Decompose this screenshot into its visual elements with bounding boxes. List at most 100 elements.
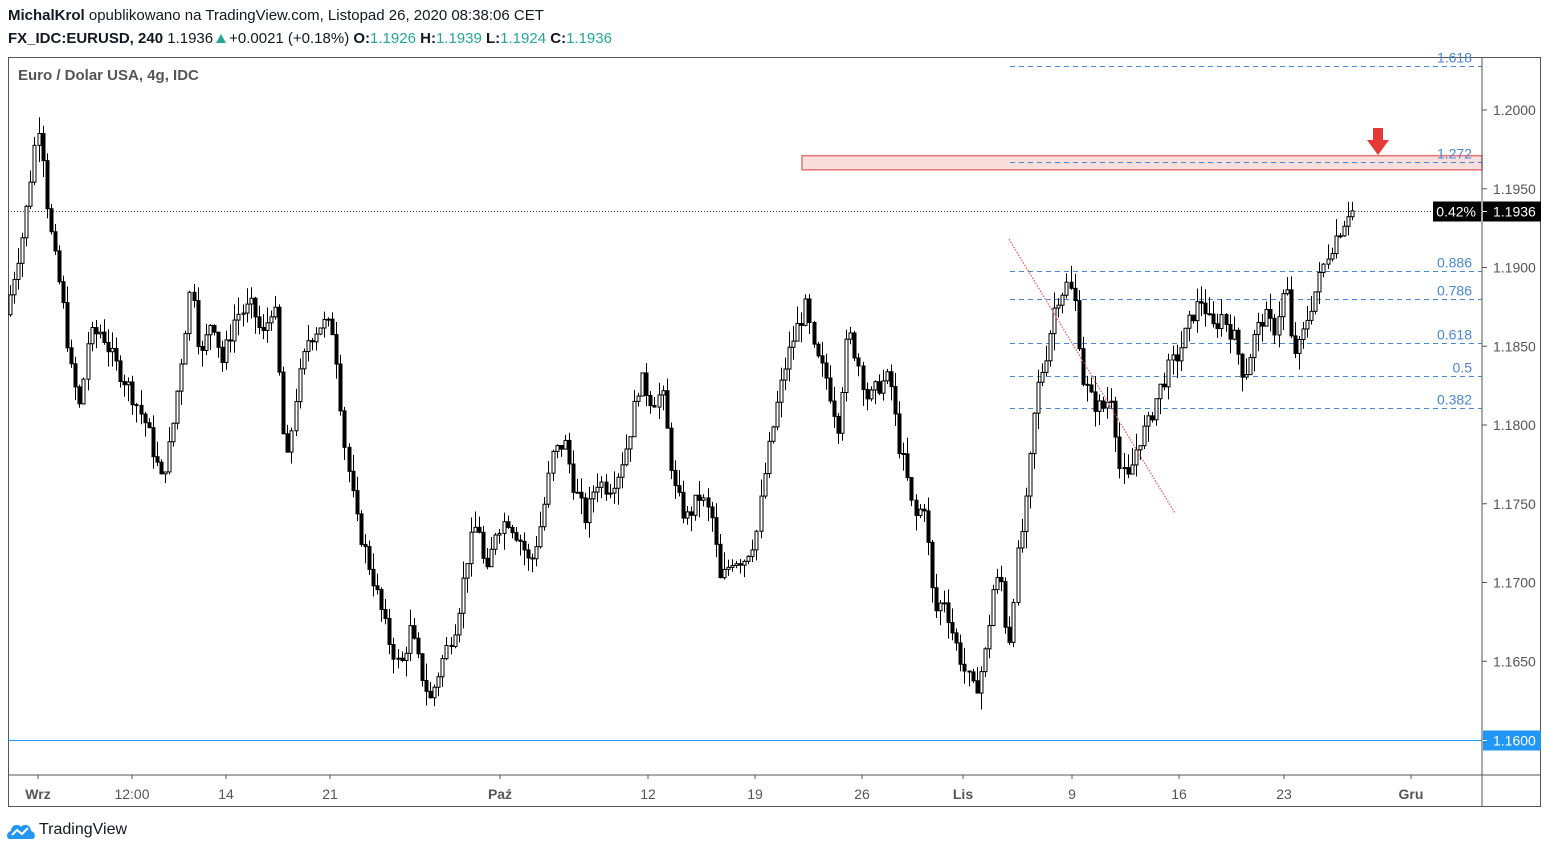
candle-body-down xyxy=(946,602,951,624)
candle-body-up xyxy=(538,526,543,548)
candle-body-down xyxy=(363,543,368,548)
candle-body-down xyxy=(689,511,694,516)
candle-body-down xyxy=(950,622,955,634)
candle xyxy=(559,445,564,457)
candle-body-up xyxy=(869,389,874,400)
candle-body-up xyxy=(314,333,319,343)
candle-body-down xyxy=(1293,335,1298,354)
sell-arrow-icon[interactable] xyxy=(1367,128,1389,155)
candle-body-up xyxy=(245,303,250,314)
candle xyxy=(689,506,694,532)
candle-body-up xyxy=(942,602,947,605)
percent-tag xyxy=(1433,201,1481,222)
candle-body-down xyxy=(526,549,531,559)
candle-body-down xyxy=(816,343,821,357)
candle-body-up xyxy=(1334,235,1339,255)
candle-body-down xyxy=(412,625,417,639)
candle xyxy=(1326,244,1331,270)
candle-body-down xyxy=(342,410,347,448)
candle-body-down xyxy=(359,513,364,545)
candle-body-down xyxy=(579,491,584,499)
down-arrow-shape[interactable] xyxy=(1367,128,1389,155)
time-axis[interactable]: Wrz 12:00 14 21 Paź 12 19 26 Lis 9 16 23 Gru xyxy=(8,774,1541,802)
candle xyxy=(118,355,123,388)
candle xyxy=(1228,314,1233,354)
candle-body-up xyxy=(444,644,449,660)
candle xyxy=(57,245,62,285)
candle-body-down xyxy=(69,347,74,365)
candle-body-up xyxy=(1309,310,1314,321)
candle xyxy=(294,388,299,437)
candle-body-down xyxy=(567,439,572,465)
candle xyxy=(575,478,580,494)
candle xyxy=(130,375,135,415)
candle xyxy=(779,367,784,418)
candle-body-down xyxy=(114,347,119,362)
candle-body-up xyxy=(791,340,796,348)
price-axis[interactable]: 1.2000 1.1950 1.1900 1.1850 1.1800 1.1750 1.17… xyxy=(1433,57,1541,807)
author-name[interactable]: MichalKrol xyxy=(8,7,85,24)
candle xyxy=(1313,291,1318,315)
candle xyxy=(69,339,74,368)
candle-body-down xyxy=(514,532,519,541)
up-triangle-icon xyxy=(216,34,227,43)
candle xyxy=(1232,316,1237,341)
dotted-trendline[interactable] xyxy=(1008,238,1176,514)
candle xyxy=(224,330,229,370)
candle-body-down xyxy=(122,380,127,386)
candle xyxy=(1093,375,1098,427)
candle-body-up xyxy=(493,534,498,550)
trendline[interactable] xyxy=(1008,238,1176,514)
candle-body-down xyxy=(799,322,804,326)
candle xyxy=(771,425,776,444)
candle xyxy=(909,477,914,507)
candle xyxy=(428,681,433,699)
candle-body-up xyxy=(693,494,698,516)
candle xyxy=(1134,433,1139,477)
candle xyxy=(1260,314,1265,342)
candle-body-up xyxy=(759,495,764,532)
open-value: 1.1926 xyxy=(370,30,416,47)
candle xyxy=(1052,292,1057,351)
candle xyxy=(396,649,401,669)
candle xyxy=(967,670,972,687)
candle-body-up xyxy=(28,181,33,207)
candle-body-up xyxy=(1146,415,1151,427)
candle-body-up xyxy=(298,368,303,403)
candle xyxy=(783,357,788,391)
candle-body-down xyxy=(648,395,653,407)
candle-body-down xyxy=(355,490,360,515)
candle-body-down xyxy=(1077,300,1082,350)
fib-level-label: 0.382 xyxy=(1437,392,1472,408)
candle xyxy=(281,366,286,435)
candle xyxy=(905,437,910,481)
candle-body-down xyxy=(45,160,50,210)
candle xyxy=(367,540,372,575)
tradingview-logo[interactable]: TradingView xyxy=(6,820,127,840)
candle xyxy=(473,511,478,533)
candle-body-up xyxy=(987,624,992,650)
candle-body-up xyxy=(20,237,25,264)
candle xyxy=(12,271,17,304)
candle-body-down xyxy=(714,517,719,545)
candle xyxy=(1105,386,1110,419)
candle xyxy=(987,614,992,659)
candle-body-up xyxy=(318,327,323,335)
candle xyxy=(1224,313,1229,332)
candle xyxy=(102,319,107,345)
candle xyxy=(420,652,425,687)
candle xyxy=(922,504,927,523)
candle-body-up xyxy=(783,368,788,381)
candle-body-down xyxy=(1003,581,1008,628)
candle-body-up xyxy=(1097,400,1102,412)
candle xyxy=(612,471,617,504)
candle xyxy=(677,470,682,497)
fibonacci-extension[interactable]: 1.618 1.272 0.886 0.786 0.618 0.5 0.382 xyxy=(1010,50,1482,409)
candle xyxy=(518,534,523,556)
candle-body-up xyxy=(1171,354,1176,361)
candle-body-down xyxy=(228,339,233,342)
candle xyxy=(1272,314,1277,344)
candle-body-up xyxy=(12,278,17,296)
candle-body-down xyxy=(375,585,380,591)
